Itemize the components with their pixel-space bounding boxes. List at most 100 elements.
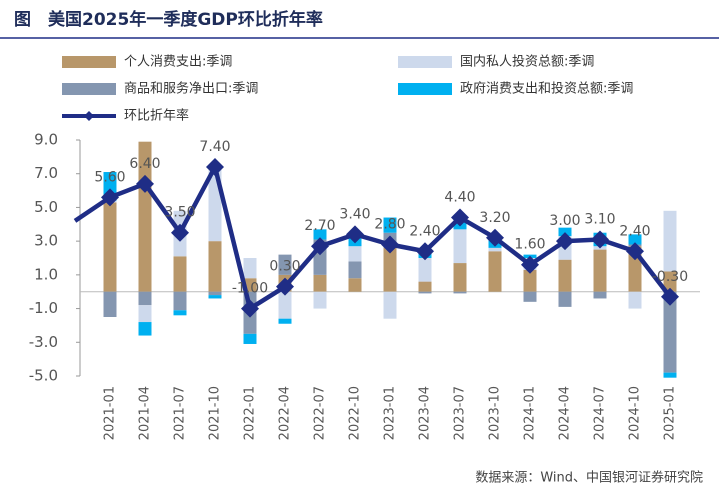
- y-tick-label: 9.0: [34, 131, 58, 149]
- y-tick-label: -3.0: [29, 333, 58, 351]
- data-label: 3.10: [584, 211, 615, 227]
- bar-segment: [138, 305, 152, 323]
- bar-segment: [383, 247, 397, 292]
- line-marker: [276, 277, 294, 296]
- bar-segment: [663, 210, 677, 272]
- bar-segment: [628, 291, 642, 309]
- line-series: [73, 164, 672, 311]
- bar-segment: [453, 291, 467, 294]
- bar-segment: [383, 291, 397, 319]
- x-tick-label: 2024-10: [628, 386, 643, 440]
- line-marker: [136, 174, 154, 193]
- source-note: 数据来源：Wind、中国银河证券研究院: [475, 470, 703, 486]
- line-marker: [101, 188, 119, 207]
- y-tick-label: 3.0: [34, 232, 58, 250]
- legend-swatch: [62, 83, 116, 95]
- line-marker: [416, 242, 434, 261]
- bar-segment: [138, 322, 152, 336]
- bar-segment: [663, 271, 677, 292]
- bar-segment: [173, 256, 187, 292]
- legend-label: 个人消费支出:季调: [124, 55, 232, 70]
- bar-segment: [313, 291, 327, 309]
- line-marker: [346, 225, 364, 244]
- data-label: 3.50: [164, 205, 195, 221]
- bar-segment: [173, 291, 187, 311]
- bar-segment: [243, 333, 257, 344]
- bar-segment: [208, 295, 222, 299]
- chart-title: 图 美国2025年一季度GDP环比折年率: [14, 9, 323, 30]
- data-label: 2.40: [409, 223, 440, 239]
- legend-label: 国内私人投资总额:季调: [460, 54, 594, 70]
- x-tick-label: 2021-01: [103, 386, 118, 440]
- x-tick-label: 2022-01: [243, 386, 258, 440]
- data-label: 5.60: [94, 169, 125, 185]
- legend-label: 环比折年率: [124, 108, 189, 124]
- data-label: 1.60: [514, 237, 545, 253]
- bar-segment: [383, 217, 397, 233]
- bar-segment: [348, 278, 362, 292]
- line-marker: [171, 223, 189, 242]
- x-tick-label: 2025-01: [663, 386, 678, 440]
- bar-segment: [523, 269, 537, 292]
- data-label: 2.80: [374, 217, 405, 233]
- line-marker: [556, 232, 574, 251]
- y-tick-label: 1.0: [34, 265, 58, 283]
- y-tick-label: 7.0: [34, 164, 58, 182]
- x-tick-label: 2023-01: [383, 386, 398, 440]
- line-marker: [486, 228, 504, 247]
- x-tick-label: 2022-10: [348, 386, 363, 440]
- bar-segment: [523, 291, 537, 302]
- bar-segment: [348, 261, 362, 279]
- line-marker: [381, 235, 399, 254]
- line-marker: [626, 242, 644, 261]
- bar-segment: [103, 202, 117, 292]
- data-label: -1.00: [232, 281, 268, 297]
- bar-segment: [628, 234, 642, 245]
- legend-swatch: [62, 56, 116, 68]
- y-tick-label: -5.0: [29, 367, 58, 385]
- bar-segment: [243, 258, 257, 279]
- line-marker: [311, 237, 329, 256]
- bar-segment: [278, 254, 292, 275]
- x-tick-label: 2022-04: [278, 386, 293, 440]
- bar-segment: [593, 249, 607, 292]
- bar-segment: [313, 229, 327, 240]
- bar-segment: [593, 291, 607, 299]
- x-tick-label: 2022-07: [313, 386, 328, 440]
- bar-segment: [663, 372, 677, 378]
- bar-segment: [453, 229, 467, 264]
- data-label: 4.40: [444, 190, 475, 206]
- bar-segment: [278, 291, 292, 319]
- bar-segment: [313, 274, 327, 292]
- x-tick-label: 2021-10: [208, 386, 223, 440]
- legend-swatch: [398, 83, 452, 95]
- data-label: -0.30: [652, 269, 688, 285]
- data-label: 6.40: [129, 156, 160, 172]
- x-tick-label: 2021-04: [138, 386, 153, 440]
- data-label: 3.00: [549, 213, 580, 229]
- line-marker: [661, 287, 679, 306]
- data-label: 7.40: [199, 139, 230, 155]
- line-marker: [241, 299, 259, 318]
- bar-segment: [208, 291, 222, 296]
- x-tick-label: 2023-07: [453, 386, 468, 440]
- y-tick-label: 5.0: [34, 198, 58, 216]
- bar-segment: [453, 263, 467, 292]
- bar-segment: [103, 291, 117, 317]
- bar-segment: [348, 246, 362, 262]
- legend-swatch: [398, 56, 452, 68]
- x-tick-label: 2021-07: [173, 386, 188, 440]
- bar-segment: [663, 291, 677, 373]
- data-label: 3.20: [479, 210, 510, 226]
- bar-segment: [418, 258, 432, 282]
- bar-segment: [208, 241, 222, 292]
- data-label: 3.40: [339, 206, 370, 222]
- line-marker: [451, 208, 469, 227]
- line-marker: [521, 255, 539, 274]
- bar-segment: [488, 247, 502, 252]
- legend-label: 政府消费支出和投资总额:季调: [460, 81, 633, 97]
- data-label: 2.40: [619, 223, 650, 239]
- data-label: 0.30: [269, 259, 300, 275]
- bar-segment: [278, 318, 292, 324]
